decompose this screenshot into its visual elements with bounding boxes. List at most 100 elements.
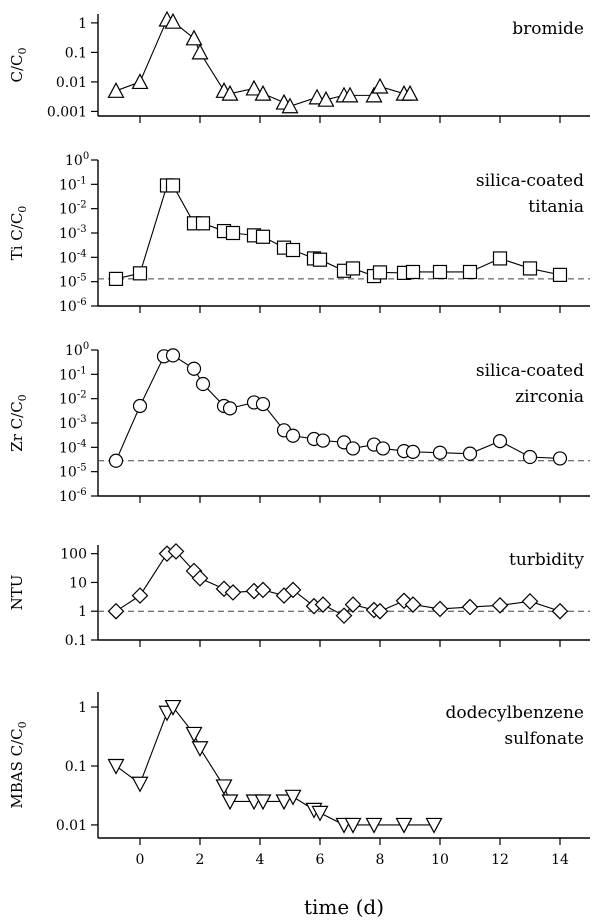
data-point <box>345 441 361 456</box>
data-point <box>108 271 124 286</box>
data-point <box>395 817 413 834</box>
data-point <box>195 376 211 392</box>
data-point <box>312 252 328 267</box>
y-tick-label: 10-1 <box>59 175 87 193</box>
data-point <box>195 216 211 231</box>
data-point <box>224 584 242 601</box>
y-axis-label: Zr C/C0 <box>8 394 29 451</box>
y-tick-label: 10 <box>69 575 87 591</box>
data-point <box>461 598 479 616</box>
data-point <box>492 434 508 449</box>
data-point <box>215 779 233 796</box>
data-point <box>167 543 185 560</box>
data-point <box>521 593 539 610</box>
data-point <box>341 86 359 103</box>
data-point <box>405 264 421 280</box>
y-tick-label: 100 <box>65 341 89 359</box>
data-point <box>462 446 478 461</box>
y-tick-label: 0.1 <box>65 759 87 775</box>
y-tick-label: 1 <box>78 700 87 716</box>
y-axis-label: C/C0 <box>8 47 29 82</box>
y-axis-label: NTU <box>8 575 26 611</box>
data-point <box>165 178 181 193</box>
data-point <box>255 396 271 412</box>
y-tick-label: 1 <box>78 604 87 620</box>
data-point <box>221 84 239 101</box>
data-point <box>131 587 149 604</box>
data-point <box>132 266 148 281</box>
y-tick-label: 100 <box>65 151 89 169</box>
data-point <box>311 805 329 822</box>
data-point <box>221 794 239 811</box>
data-point <box>254 581 272 599</box>
x-tick-label: 8 <box>376 852 385 868</box>
data-point <box>401 84 419 101</box>
data-point <box>185 726 203 743</box>
x-axis-title: time (d) <box>304 895 384 919</box>
y-tick-label: 0.1 <box>65 45 87 61</box>
data-point <box>365 86 383 103</box>
data-point <box>132 398 148 414</box>
panel-1: 1 0.1 0.01 0.001 C/C0 bromide <box>8 10 590 123</box>
data-point <box>285 242 301 258</box>
y-tick-label: 10-1 <box>59 365 87 383</box>
data-point <box>365 817 383 834</box>
data-point <box>191 741 209 758</box>
y-tick-label: 10-3 <box>59 414 87 432</box>
data-point <box>107 82 125 98</box>
data-point <box>371 602 389 620</box>
x-tick-label: 14 <box>551 852 569 868</box>
data-point <box>255 229 271 244</box>
data-point <box>164 699 182 716</box>
panel-label: sulfonate <box>504 729 584 749</box>
panel-label: turbidity <box>509 550 584 570</box>
data-point <box>191 569 209 587</box>
data-point <box>165 348 181 363</box>
data-point <box>245 79 263 96</box>
data-point <box>431 600 449 618</box>
panel-label: silica-coated <box>476 361 584 381</box>
y-tick-label: 10-2 <box>59 390 87 408</box>
data-point <box>522 449 538 465</box>
data-point <box>131 776 149 793</box>
y-tick-label: 10-4 <box>59 438 87 456</box>
data-point <box>551 602 569 620</box>
data-point <box>284 581 302 599</box>
data-point <box>185 29 203 46</box>
data-point <box>344 817 362 834</box>
series-line <box>115 706 434 826</box>
data-point <box>164 12 182 29</box>
panel-label: silica-coated <box>476 171 584 191</box>
x-tick-label: 6 <box>316 852 325 868</box>
data-point <box>186 361 202 376</box>
y-axis-label: MBAS C/C0 <box>8 721 29 808</box>
y-tick-label: 1 <box>78 16 87 32</box>
data-point <box>315 433 331 448</box>
data-point <box>405 444 421 459</box>
y-tick-label: 10-6 <box>59 297 87 315</box>
panel-label: titania <box>528 197 584 217</box>
y-tick-label: 0.01 <box>56 818 87 834</box>
data-point <box>222 401 238 416</box>
x-tick-label: 2 <box>196 852 205 868</box>
data-point <box>522 261 538 276</box>
data-point <box>491 596 509 614</box>
x-tick-label: 10 <box>431 852 449 868</box>
data-point <box>371 77 389 94</box>
panel-label: dodecylbenzene <box>445 703 584 723</box>
data-point <box>107 602 125 620</box>
data-point <box>107 758 125 775</box>
data-point <box>314 596 332 613</box>
y-tick-label: 10-2 <box>59 200 87 218</box>
data-point <box>275 794 293 811</box>
data-point <box>404 596 422 613</box>
data-point <box>375 441 391 456</box>
data-point <box>492 251 508 266</box>
y-tick-label: 0.001 <box>47 104 87 120</box>
data-point <box>191 43 209 60</box>
data-point <box>308 88 326 105</box>
panel-label: zirconia <box>515 387 584 407</box>
data-point <box>254 794 272 811</box>
